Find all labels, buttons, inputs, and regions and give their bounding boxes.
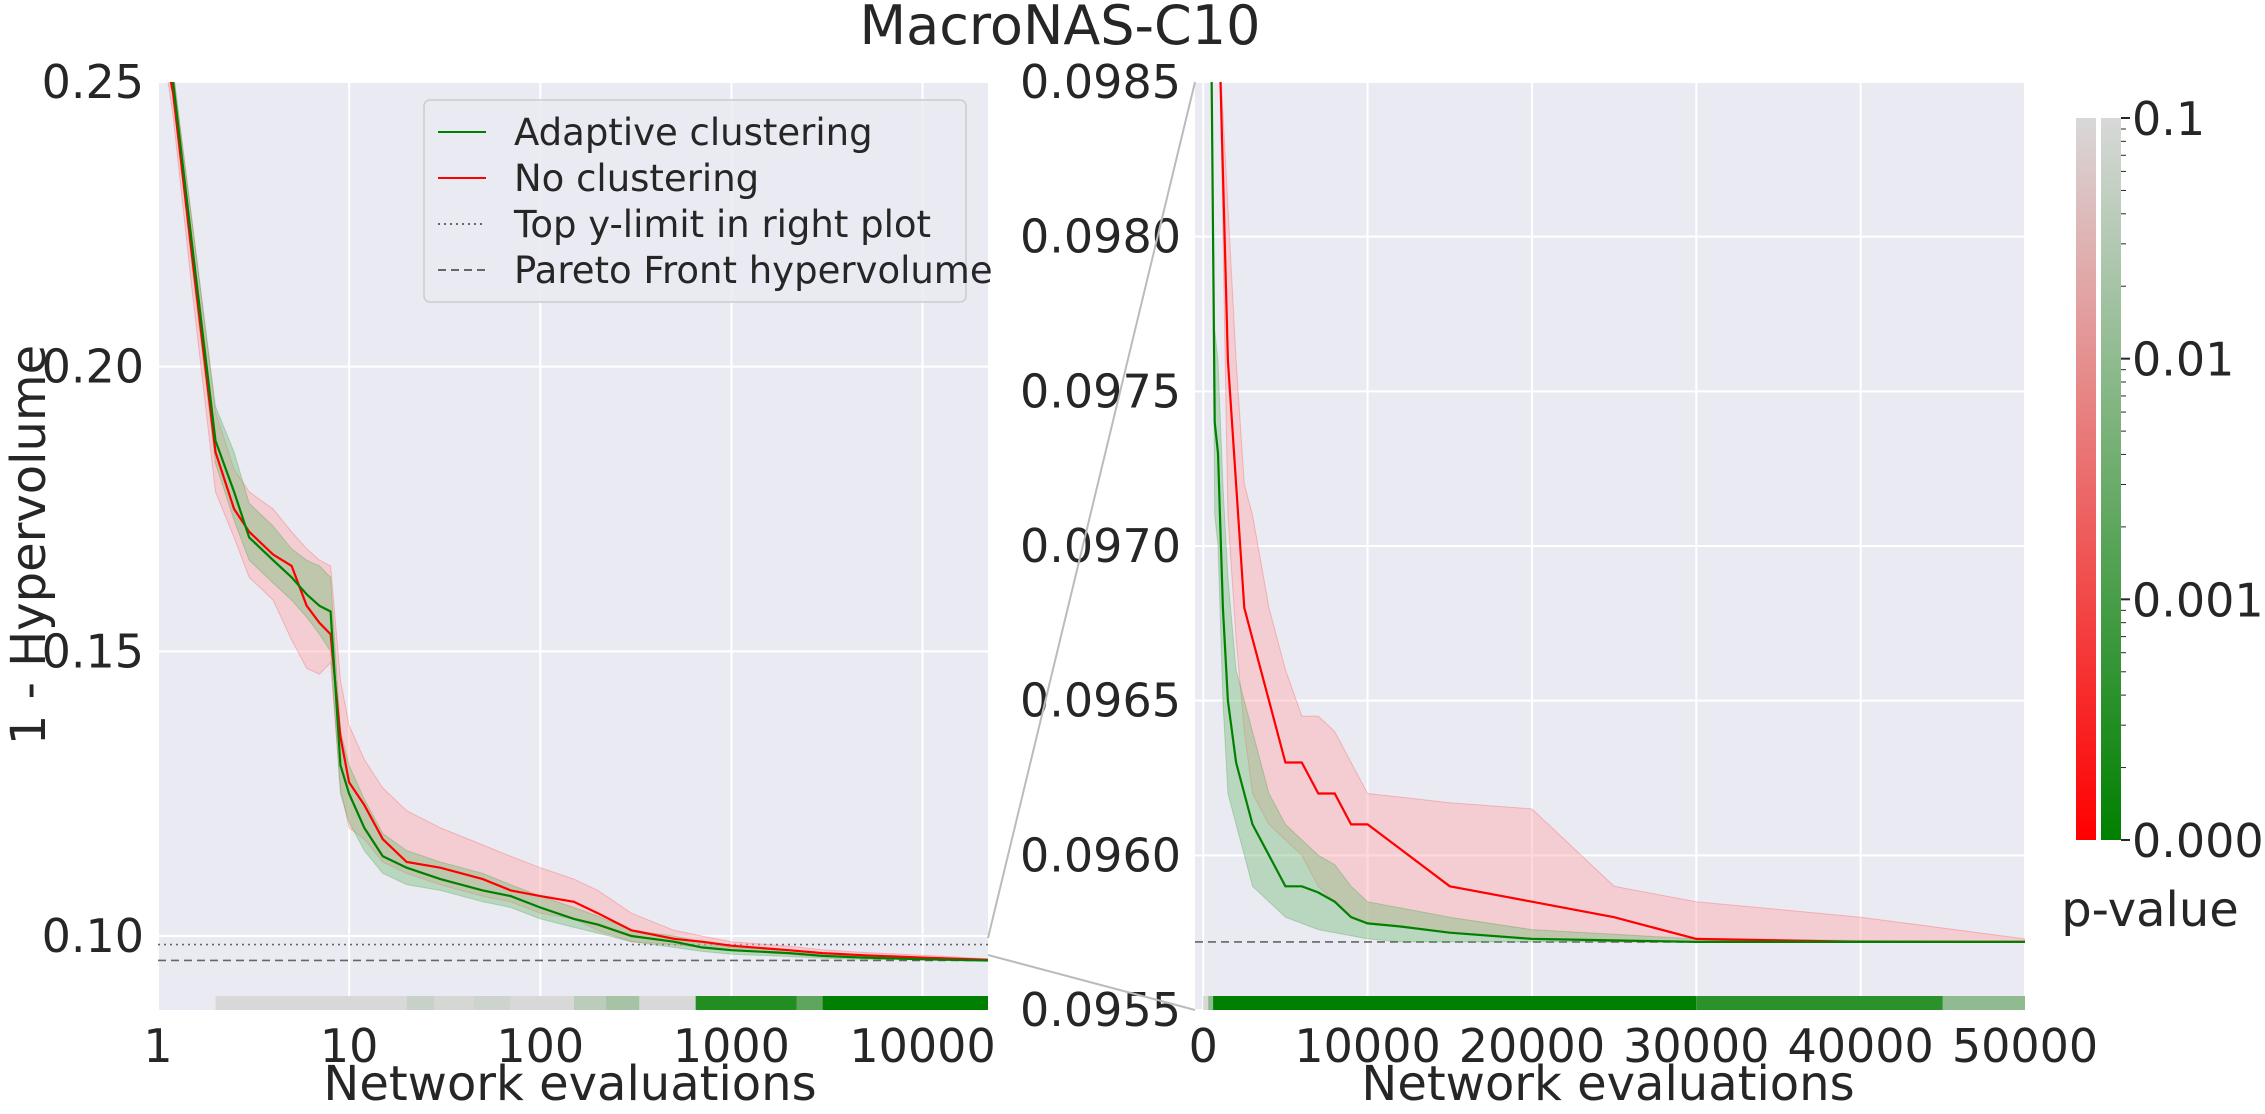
left-ytick-label: 0.15 xyxy=(42,624,144,678)
left-xtick-label: 1 xyxy=(143,1019,172,1073)
left-pvalue-segment xyxy=(434,996,474,1010)
right-xtick-label: 10000 xyxy=(1294,1019,1440,1073)
right-pvalue-segment xyxy=(1213,996,1697,1010)
left-ytick-label: 0.10 xyxy=(42,909,144,963)
left-xtick-label: 100 xyxy=(496,1019,584,1073)
left-pvalue-segment xyxy=(639,996,696,1010)
zoom-connector-bottom xyxy=(987,954,1196,1011)
right-ytick-label: 0.0965 xyxy=(1020,674,1181,728)
right-pvalue-segment xyxy=(1942,996,2025,1010)
right-xtick-label: 0 xyxy=(1189,1019,1218,1073)
legend-frame xyxy=(423,99,967,303)
right-pvalue-segment xyxy=(1208,996,1214,1010)
colorbar-tick-label: 0.1 xyxy=(2132,92,2205,146)
right-axes: 0.09550.09600.09650.09700.09750.09800.09… xyxy=(1020,55,2098,1073)
colorbar-green-strip xyxy=(2101,118,2121,840)
left-xtick-label: 10 xyxy=(320,1019,379,1073)
right-band xyxy=(1219,82,2025,943)
right-ytick-label: 0.0985 xyxy=(1020,55,1181,109)
left-pvalue-segment xyxy=(605,996,640,1010)
colorbar-red-strip xyxy=(2076,118,2096,840)
legend-label: Pareto Front hypervolume xyxy=(514,249,993,292)
left-pvalue-segment xyxy=(377,996,407,1010)
right-plot-content xyxy=(1195,82,2025,1010)
left-xtick-label: 10000 xyxy=(849,1019,995,1073)
right-ytick-label: 0.0975 xyxy=(1020,364,1181,418)
right-ytick-label: 0.0960 xyxy=(1020,828,1181,882)
right-ytick-label: 0.0955 xyxy=(1020,983,1181,1037)
left-pvalue-segment xyxy=(695,996,797,1010)
right-xtick-label: 40000 xyxy=(1787,1019,1933,1073)
left-ytick-label: 0.25 xyxy=(42,55,144,109)
zoom-connector-top xyxy=(987,81,1196,939)
left-pvalue-segment xyxy=(473,996,511,1010)
left-pvalue-segment xyxy=(330,996,378,1010)
legend-label: Adaptive clustering xyxy=(514,111,873,154)
left-ylabel: 1 - Hypervolume xyxy=(1,345,57,745)
right-xtick-label: 30000 xyxy=(1623,1019,1769,1073)
figure-title: MacroNAS-C10 xyxy=(860,0,1261,57)
left-xtick-label: 1000 xyxy=(673,1019,790,1073)
left-series-line xyxy=(169,82,988,961)
left-pvalue-segment xyxy=(215,996,331,1010)
left-series-line xyxy=(171,82,988,962)
zoom-connectors xyxy=(987,81,1196,1011)
legend-label: Top y-limit in right plot xyxy=(513,203,931,246)
right-xtick-label: 20000 xyxy=(1459,1019,1605,1073)
right-xtick-label: 50000 xyxy=(1952,1019,2098,1073)
legend-label: No clustering xyxy=(514,157,759,200)
left-pvalue-segment xyxy=(822,996,988,1010)
right-series-line xyxy=(1210,82,2025,943)
left-pvalue-segment xyxy=(796,996,823,1010)
left-pvalue-segment xyxy=(406,996,435,1010)
colorbar-tick-label: 0.01 xyxy=(2132,333,2234,387)
right-band xyxy=(1211,82,2025,943)
colorbar-tick-label: 0.001 xyxy=(2132,573,2264,627)
left-pvalue-segment xyxy=(573,996,606,1010)
left-band xyxy=(167,82,988,962)
right-xlabel: Network evaluations xyxy=(1361,1056,1854,1112)
left-ytick-label: 0.20 xyxy=(42,340,144,394)
left-xlabel: Network evaluations xyxy=(323,1056,816,1112)
right-series-line xyxy=(1219,82,2025,943)
right-pvalue-segment xyxy=(1203,996,1209,1010)
left-band xyxy=(170,82,988,961)
right-ytick-label: 0.0970 xyxy=(1020,519,1181,573)
right-pvalue-segment xyxy=(1696,996,1943,1010)
colorbar-label: p-value xyxy=(2061,882,2239,938)
left-plot-content xyxy=(158,82,988,1010)
left-pvalue-segment xyxy=(510,996,574,1010)
